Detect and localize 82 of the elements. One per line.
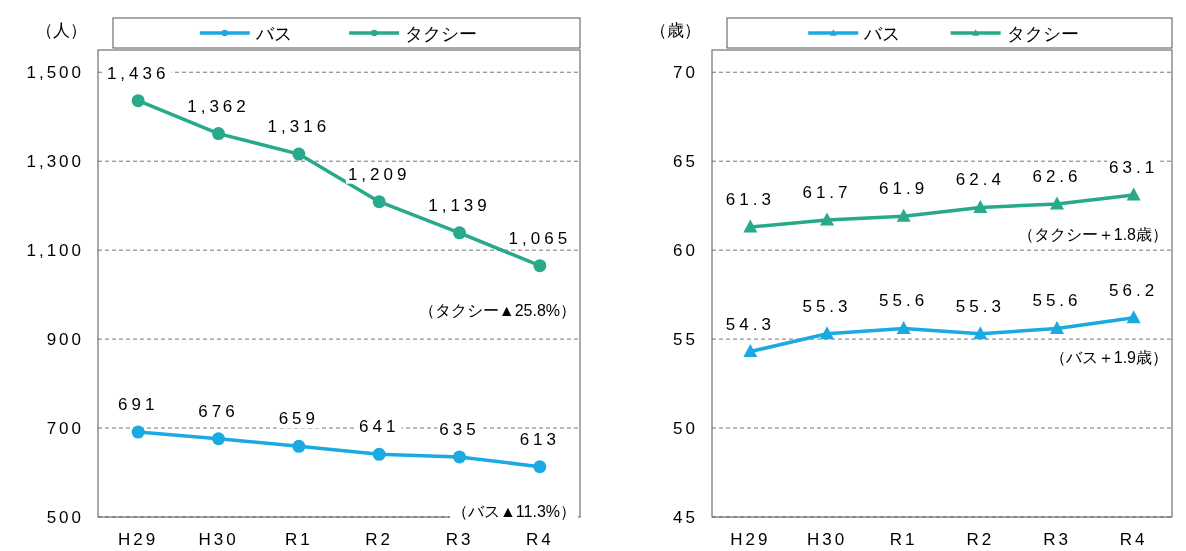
point [131,425,145,439]
point [973,199,988,213]
y-tick-label: 70 [673,63,698,83]
point [820,212,834,226]
y-tick-label: 1,100 [26,241,84,261]
data-label: 1,065 [508,228,572,248]
data-label: 61.7 [802,182,852,202]
point [453,450,466,464]
point [212,432,225,446]
data-label: 56.2 [1109,280,1159,300]
annotation: （バス＋1.9歳） [1049,348,1168,366]
point [372,447,386,461]
y-tick-label: 500 [46,508,84,527]
y-tick-label: 45 [673,508,698,527]
data-label: 55.6 [1032,291,1082,311]
x-tick-label: R4 [1119,530,1148,549]
data-label: 613 [519,429,561,449]
point [743,219,758,233]
data-label: 63.1 [1109,157,1159,177]
x-tick-label: R2 [966,530,995,549]
x-tick-label: R3 [1043,530,1071,549]
annotation: （タクシー▲25.8%） [418,301,576,319]
y-tick-label: 1,500 [26,63,84,83]
data-label: 55.6 [879,291,929,311]
y-tick-label: 55 [673,330,698,350]
y-tick-label: 65 [673,152,698,172]
x-tick-label: R1 [284,530,313,549]
point [292,147,306,161]
point [1126,310,1141,324]
y-axis-title: （歳） [650,21,701,40]
point [1050,196,1064,210]
annotation: （タクシー＋1.8歳） [1017,225,1168,243]
x-tick-label: H29 [730,530,771,549]
point [820,326,834,340]
data-label: 55.3 [955,296,1005,316]
data-label: 1,316 [267,117,331,137]
data-label: 691 [117,395,159,415]
point [533,460,547,474]
point [212,127,225,141]
point [743,344,758,358]
x-tick-label: R3 [445,530,474,549]
point [896,208,911,222]
data-label: 61.9 [879,179,929,199]
data-label: 1,436 [106,63,170,83]
point [533,259,547,273]
data-label: 62.6 [1032,166,1082,186]
point [453,226,466,240]
legend-label: タクシー [1006,24,1079,44]
data-label: 676 [198,401,239,421]
point [372,195,386,209]
x-tick-label: R1 [889,530,918,549]
y-tick-label: 900 [46,330,84,350]
point [1126,187,1141,201]
point [973,326,988,340]
legend-label: タクシー [405,24,478,44]
data-label: 62.4 [955,170,1005,190]
x-tick-label: R4 [525,530,554,549]
y-tick-label: 60 [673,241,698,261]
y-tick-label: 50 [673,419,698,439]
data-label: 1,209 [347,164,411,184]
point [131,94,145,108]
y-tick-label: 1,300 [26,152,84,172]
point [292,439,306,453]
y-tick-label: 700 [46,419,84,439]
data-label: 641 [358,417,400,437]
data-label: 61.3 [725,190,775,210]
x-tick-label: H30 [198,530,239,549]
annotation: （バス▲11.3%） [451,502,576,520]
point [896,320,911,334]
x-tick-label: H29 [118,530,159,549]
data-label: 635 [439,419,480,439]
data-label: 659 [278,409,320,429]
x-tick-label: H30 [806,530,848,549]
legend-label: バス [863,24,901,44]
data-label: 1,139 [428,195,491,215]
data-label: 55.3 [802,296,852,316]
data-label: 54.3 [725,314,775,334]
y-axis-title: （人） [36,21,87,40]
data-label: 1,362 [187,96,250,116]
legend-label: バス [254,24,292,44]
x-tick-label: R2 [365,530,394,549]
point [1050,320,1064,334]
